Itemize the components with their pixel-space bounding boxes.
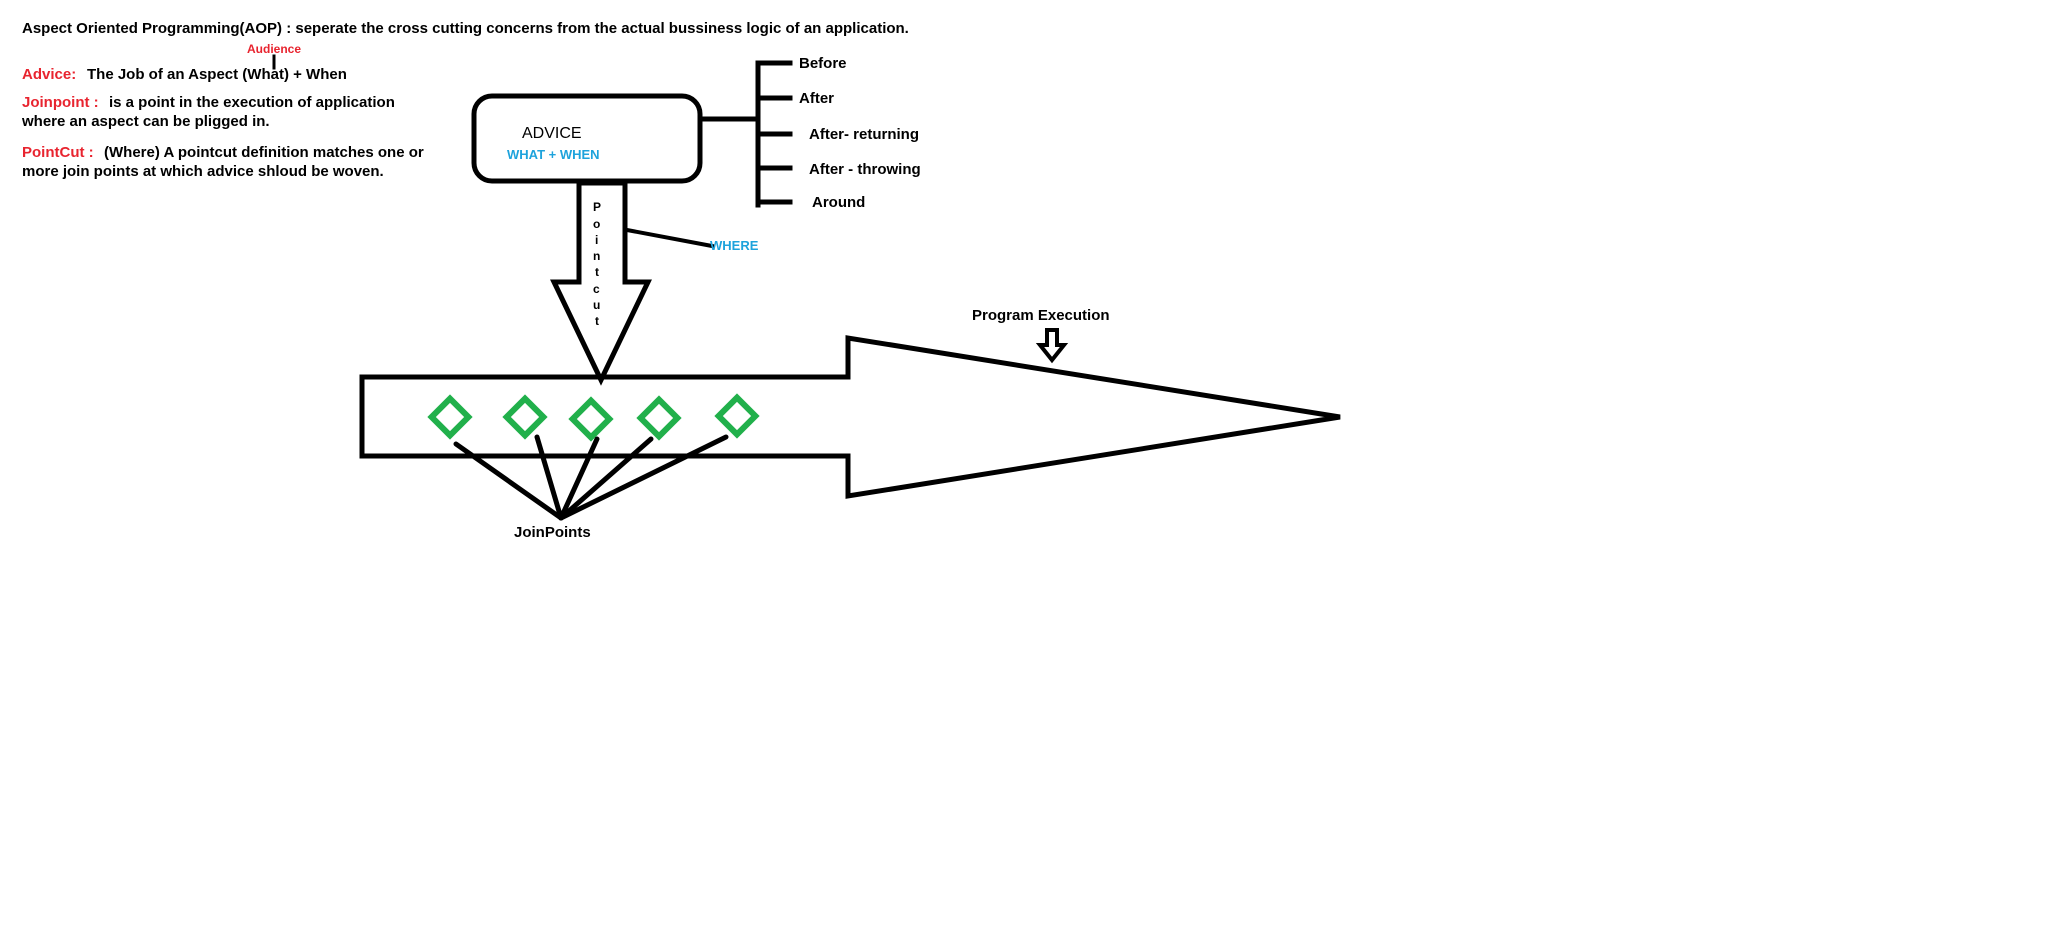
advice-type-after-throwing: After - throwing [809, 161, 921, 178]
joinpoints-group [427, 393, 760, 442]
joinpoint-connector [558, 434, 729, 521]
advice-definition: The Job of an Aspect (What) + When [87, 66, 347, 83]
joinpoint-definition-line2: where an aspect can be pligged in. [21, 113, 270, 130]
advice-box [471, 93, 703, 184]
joinpoint-term: Joinpoint : [22, 94, 99, 111]
pointcut-letter: t [595, 265, 599, 279]
joinpoint-marker [568, 396, 614, 442]
pointcut-letter: o [593, 217, 600, 231]
pointcut-term: PointCut : [22, 144, 94, 161]
advice-term: Advice: [22, 66, 76, 83]
joinpoint-marker [714, 393, 760, 439]
joinpoint-connectors [453, 434, 729, 521]
pointcut-definition-line2: more join points at which advice shloud … [22, 163, 384, 180]
joinpoint-definition-line1: is a point in the execution of applicati… [109, 94, 395, 111]
advice-type-before: Before [799, 55, 847, 72]
advice-type-around: Around [812, 194, 865, 211]
joinpoint-connector [534, 434, 564, 521]
joinpoint-connector [453, 441, 564, 521]
program-execution-label: Program Execution [972, 307, 1110, 324]
pointcut-letter: i [595, 233, 598, 247]
joinpoint-connector [558, 436, 600, 521]
joinpoints-label: JoinPoints [514, 524, 591, 541]
joinpoint-marker [636, 395, 682, 441]
pointcut-definition-line1: (Where) A pointcut definition matches on… [104, 144, 424, 161]
pointcut-vertical-label: P o i n t c u t [593, 200, 601, 328]
audience-annotation: Audience [247, 42, 301, 56]
advice-type-after-returning: After- returning [809, 126, 919, 143]
program-execution-arrow [359, 335, 1341, 499]
joinpoint-marker [502, 394, 548, 440]
joinpoint-connector [558, 436, 654, 521]
pointcut-letter: t [595, 314, 599, 328]
pointcut-letter: n [593, 249, 600, 263]
where-label: WHERE [710, 238, 759, 253]
page-title: Aspect Oriented Programming(AOP) : seper… [22, 20, 909, 37]
pointcut-arrow [550, 180, 652, 386]
pointcut-letter: c [593, 282, 600, 296]
advice-type-after: After [799, 90, 834, 107]
advice-box-subtitle: WHAT + WHEN [507, 147, 600, 162]
program-execution-pointer-icon [1035, 328, 1069, 364]
advice-types-bracket [755, 60, 793, 208]
pointcut-letter: u [593, 298, 600, 312]
where-callout-line [624, 227, 715, 249]
advice-box-title: ADVICE [522, 125, 582, 142]
joinpoint-marker [427, 394, 473, 440]
pointcut-letter: P [593, 200, 601, 214]
